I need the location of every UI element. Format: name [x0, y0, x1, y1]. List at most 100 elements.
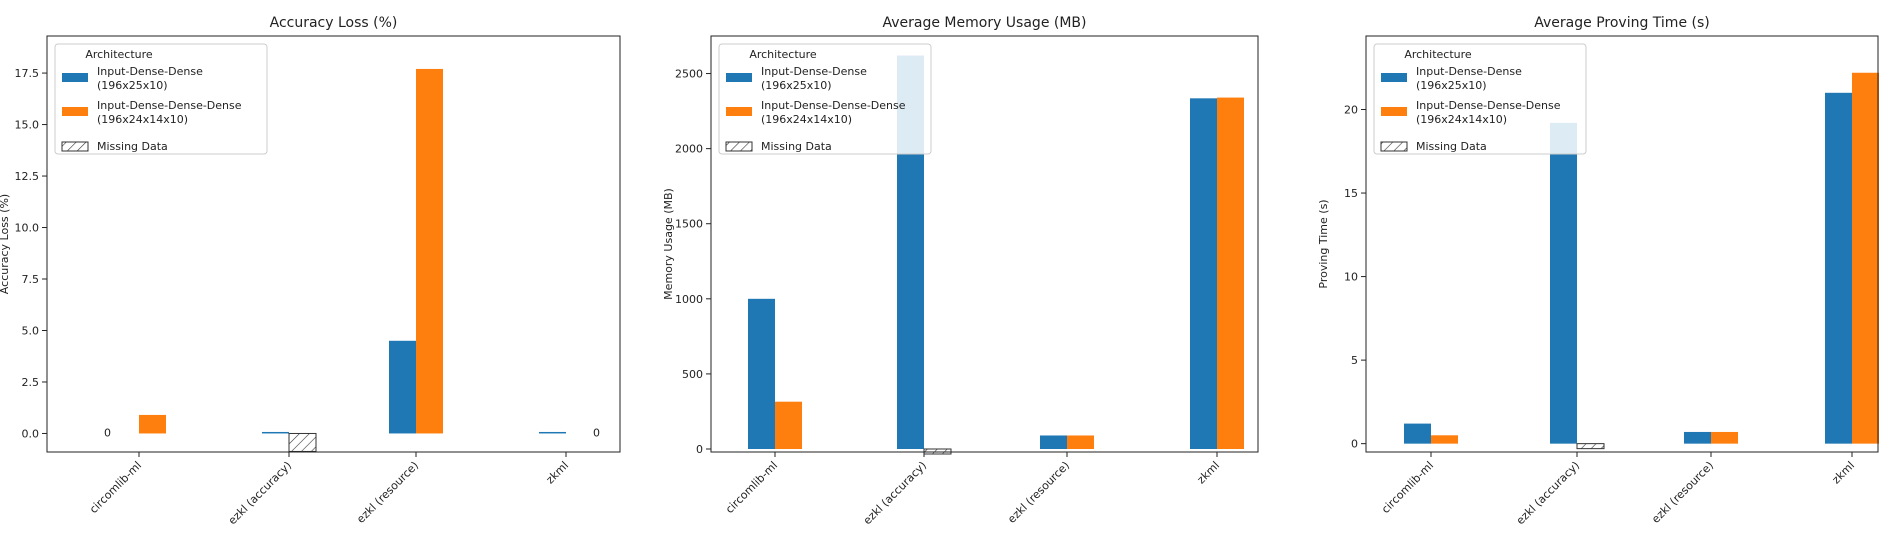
legend-title: Architecture — [749, 48, 817, 61]
y-tick-label: 2500 — [675, 68, 703, 81]
y-tick-label: 12.5 — [15, 170, 40, 183]
bar-value-annotation: 0 — [593, 426, 600, 439]
legend-box — [54, 43, 268, 155]
bar-input-dense-dense-dense — [416, 68, 443, 434]
y-tick-label: 0 — [696, 443, 703, 456]
legend-label: Input-Dense-Dense — [97, 65, 203, 78]
chart-title: Accuracy Loss (%) — [270, 15, 398, 31]
legend-swatch-iddd — [1381, 107, 1407, 116]
legend-label-line2: (196x24x14x10) — [1416, 113, 1507, 126]
chart-title: Average Proving Time (s) — [1534, 15, 1709, 31]
legend-label: Missing Data — [1416, 140, 1487, 153]
legend-label-line2: (196x25x10) — [97, 79, 168, 92]
x-tick-label: ezkl (resource) — [1005, 459, 1072, 526]
x-tick-label: circomlib-ml — [1379, 459, 1436, 516]
bar-input-dense-dense — [1684, 431, 1711, 444]
y-tick-label: 15 — [1344, 187, 1358, 200]
legend-label-line2: (196x24x14x10) — [97, 113, 188, 126]
bar-input-dense-dense-dense — [1711, 431, 1738, 444]
x-tick-label: ezkl (accuracy) — [1514, 459, 1582, 527]
bar-input-dense-dense — [262, 431, 289, 434]
bar-input-dense-dense-dense — [139, 414, 166, 434]
legend-label: Input-Dense-Dense-Dense — [761, 99, 906, 112]
bar-input-dense-dense — [1190, 98, 1217, 449]
bar-input-dense-dense — [748, 298, 775, 449]
legend-swatch-missing — [1380, 141, 1408, 152]
x-tick-label: ezkl (accuracy) — [226, 459, 294, 527]
legend-box — [1373, 43, 1587, 155]
y-tick-label: 7.5 — [22, 273, 40, 286]
x-tick-label: zkml — [544, 459, 572, 487]
chart-panel-1: Accuracy Loss (%) Accuracy Loss (%) 0.0 2.5… — [0, 15, 621, 527]
y-tick-label: 20 — [1344, 104, 1358, 117]
y-tick-label: 0 — [1351, 438, 1358, 451]
bar-missing-data — [923, 448, 952, 455]
y-tick-label: 17.5 — [15, 67, 40, 80]
bar-input-dense-dense — [1040, 435, 1067, 449]
legend: Architecture Input-Dense-Dense(196x25x10)… — [718, 43, 932, 155]
plot-area-frame — [46, 35, 621, 453]
legend-label: Input-Dense-Dense — [761, 65, 867, 78]
bar-value-annotation: 0 — [104, 426, 111, 439]
bar-input-dense-dense-dense — [1431, 435, 1458, 444]
y-axis-label: Memory Usage (MB) — [662, 188, 675, 300]
legend-swatch-iddd — [62, 107, 88, 116]
legend-label-line2: (196x24x14x10) — [761, 113, 852, 126]
bar-input-dense-dense — [1404, 423, 1431, 444]
legend-swatch-idd — [62, 73, 88, 82]
bar-input-dense-dense — [539, 431, 566, 434]
legend-label: Input-Dense-Dense — [1416, 65, 1522, 78]
x-tick-label: ezkl (resource) — [354, 459, 421, 526]
legend-label: Missing Data — [97, 140, 168, 153]
y-tick-label: 500 — [682, 368, 703, 381]
bar-input-dense-dense-dense — [775, 401, 802, 449]
legend-swatch-missing — [61, 141, 89, 152]
x-tick-label: circomlib-ml — [87, 459, 144, 516]
legend-label-line2: (196x25x10) — [1416, 79, 1487, 92]
bar-input-dense-dense-dense — [1852, 72, 1879, 444]
bar-input-dense-dense — [389, 340, 416, 434]
y-tick-label: 15.0 — [15, 119, 40, 132]
y-tick-label: 10 — [1344, 271, 1358, 284]
y-tick-label: 5 — [1351, 354, 1358, 367]
legend-swatch-missing — [725, 141, 753, 152]
y-tick-label: 5.0 — [22, 324, 40, 337]
legend-title: Architecture — [85, 48, 153, 61]
bar-input-dense-dense — [1550, 122, 1577, 444]
x-tick-label: ezkl (resource) — [1649, 459, 1716, 526]
x-tick-label: ezkl (accuracy) — [861, 459, 929, 527]
y-axis-label: Proving Time (s) — [1317, 199, 1330, 288]
legend-title: Architecture — [1404, 48, 1472, 61]
bar-input-dense-dense-dense — [1217, 97, 1244, 449]
legend-label-line2: (196x25x10) — [761, 79, 832, 92]
bar-input-dense-dense — [1825, 92, 1852, 444]
legend: Architecture Input-Dense-Dense(196x25x10)… — [54, 43, 268, 155]
y-tick-label: 0.0 — [22, 427, 40, 440]
legend-swatch-idd — [1381, 73, 1407, 82]
y-tick-label: 2.5 — [22, 376, 40, 389]
legend-swatch-iddd — [726, 107, 752, 116]
bar-missing-data — [288, 432, 317, 452]
legend-swatch-idd — [726, 73, 752, 82]
bar-missing-data — [1576, 443, 1605, 450]
chart-panel-3: Average Proving Time (s) Proving Time (s)… — [1317, 15, 1879, 527]
y-tick-label: 2000 — [675, 143, 703, 156]
y-axis-label: Accuracy Loss (%) — [0, 194, 11, 294]
legend-label: Input-Dense-Dense-Dense — [1416, 99, 1561, 112]
y-tick-label: 1000 — [675, 293, 703, 306]
x-tick-label: zkml — [1830, 459, 1858, 487]
legend: Architecture Input-Dense-Dense(196x25x10)… — [1373, 43, 1587, 155]
y-tick-label: 10.0 — [15, 222, 40, 235]
legend-label: Missing Data — [761, 140, 832, 153]
chart-title: Average Memory Usage (MB) — [882, 15, 1086, 31]
x-tick-label: zkml — [1195, 459, 1223, 487]
legend-label: Input-Dense-Dense-Dense — [97, 99, 242, 112]
bar-input-dense-dense-dense — [1067, 435, 1094, 449]
plot-area-frame — [710, 35, 1259, 453]
legend-box — [718, 43, 932, 155]
y-tick-label: 1500 — [675, 218, 703, 231]
x-tick-label: circomlib-ml — [723, 459, 780, 516]
chart-panel-2: Average Memory Usage (MB) Memory Usage (M… — [662, 15, 1259, 527]
